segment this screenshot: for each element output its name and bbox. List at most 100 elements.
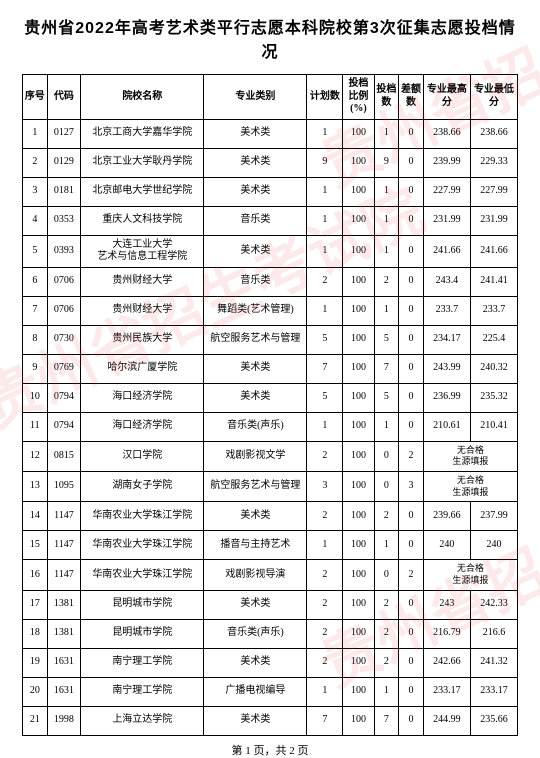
cell-plan: 1 [307, 531, 343, 560]
cell-school: 贵州财经大学 [81, 296, 204, 325]
cell-code: 0730 [47, 325, 81, 354]
table-row: 120815汉口学院戏剧影视文学210002无合格 生源填报 [23, 441, 518, 471]
cell-major: 美术类 [204, 706, 307, 735]
cell-seq: 4 [23, 206, 48, 235]
cell-high: 236.99 [423, 383, 470, 412]
cell-school: 南宁理工学院 [81, 677, 204, 706]
cell-cast: 9 [374, 148, 399, 177]
cell-plan: 5 [307, 383, 343, 412]
cell-code: 1095 [47, 471, 81, 501]
cell-cast: 1 [374, 677, 399, 706]
cell-cast: 7 [374, 354, 399, 383]
cell-plan: 2 [307, 648, 343, 677]
cell-school: 昆明城市学院 [81, 590, 204, 619]
cell-code: 1381 [47, 619, 81, 648]
cell-high: 227.99 [423, 177, 470, 206]
cell-cast: 2 [374, 267, 399, 296]
col-code-header: 代码 [47, 75, 81, 120]
cell-high: 233.17 [423, 677, 470, 706]
cell-ratio: 100 [343, 267, 374, 296]
table-row: 211998上海立达学院美术类710070244.99235.66 [23, 706, 518, 735]
cell-cast: 5 [374, 325, 399, 354]
cell-cast: 2 [374, 502, 399, 531]
cell-low: 238.66 [470, 119, 517, 148]
cell-plan: 1 [307, 296, 343, 325]
col-school-header: 院校名称 [81, 75, 204, 120]
cell-ratio: 100 [343, 354, 374, 383]
cell-major: 航空服务艺术与管理 [204, 471, 307, 501]
cell-major: 音乐类(声乐) [204, 412, 307, 441]
cell-cast: 1 [374, 119, 399, 148]
cell-major: 音乐类 [204, 267, 307, 296]
cell-school: 昆明城市学院 [81, 619, 204, 648]
cell-plan: 5 [307, 325, 343, 354]
cell-cast: 0 [374, 560, 399, 590]
cell-ratio: 100 [343, 296, 374, 325]
table-row: 50393大连工业大学 艺术与信息工程学院美术类110010241.66241.… [23, 235, 518, 267]
cell-cast: 1 [374, 235, 399, 267]
cell-plan: 2 [307, 560, 343, 590]
cell-code: 0393 [47, 235, 81, 267]
cell-plan: 3 [307, 471, 343, 501]
cell-seq: 21 [23, 706, 48, 735]
cell-diff: 0 [399, 267, 424, 296]
table-row: 70706贵州财经大学舞蹈类(艺术管理)110010233.7233.7 [23, 296, 518, 325]
cell-plan: 2 [307, 590, 343, 619]
cell-major: 舞蹈类(艺术管理) [204, 296, 307, 325]
cell-diff: 0 [399, 119, 424, 148]
cell-high: 240 [423, 531, 470, 560]
cell-seq: 5 [23, 235, 48, 267]
cell-school: 汉口学院 [81, 441, 204, 471]
cell-no-qualified: 无合格 生源填报 [423, 560, 517, 590]
cell-plan: 1 [307, 235, 343, 267]
table-row: 60706贵州财经大学音乐类210020243.4241.41 [23, 267, 518, 296]
cell-diff: 0 [399, 383, 424, 412]
cell-high: 238.66 [423, 119, 470, 148]
table-row: 171381昆明城市学院美术类210020243242.33 [23, 590, 518, 619]
cell-school: 海口经济学院 [81, 412, 204, 441]
cell-plan: 1 [307, 177, 343, 206]
cell-plan: 2 [307, 502, 343, 531]
cell-code: 1631 [47, 677, 81, 706]
cell-ratio: 100 [343, 531, 374, 560]
cell-ratio: 100 [343, 619, 374, 648]
cell-seq: 16 [23, 560, 48, 590]
page-footer: 第 1 页，共 2 页 [22, 736, 518, 758]
cell-major: 美术类 [204, 177, 307, 206]
cell-low: 235.66 [470, 706, 517, 735]
table-row: 10127北京工商大学嘉华学院美术类110010238.66238.66 [23, 119, 518, 148]
cell-major: 音乐类 [204, 206, 307, 235]
cell-major: 美术类 [204, 148, 307, 177]
cell-school: 华南农业大学珠江学院 [81, 502, 204, 531]
cell-seq: 19 [23, 648, 48, 677]
cell-ratio: 100 [343, 412, 374, 441]
cell-code: 1381 [47, 590, 81, 619]
cell-code: 0353 [47, 206, 81, 235]
cell-code: 0129 [47, 148, 81, 177]
cell-low: 240.32 [470, 354, 517, 383]
cell-seq: 17 [23, 590, 48, 619]
cell-high: 231.99 [423, 206, 470, 235]
cell-seq: 6 [23, 267, 48, 296]
cell-diff: 0 [399, 235, 424, 267]
cell-low: 210.41 [470, 412, 517, 441]
cell-plan: 2 [307, 441, 343, 471]
cell-diff: 2 [399, 560, 424, 590]
cell-seq: 3 [23, 177, 48, 206]
data-table: 序号 代码 院校名称 专业类别 计划数 投档比例(%) 投档数 差额数 专业最高… [22, 74, 518, 736]
cell-plan: 9 [307, 148, 343, 177]
cell-seq: 20 [23, 677, 48, 706]
cell-plan: 1 [307, 119, 343, 148]
cell-cast: 5 [374, 383, 399, 412]
cell-diff: 0 [399, 590, 424, 619]
page-title: 贵州省2022年高考艺术类平行志愿本科院校第3次征集志愿投档情况 [22, 14, 518, 62]
cell-ratio: 100 [343, 325, 374, 354]
cell-major: 美术类 [204, 383, 307, 412]
cell-school: 南宁理工学院 [81, 648, 204, 677]
cell-low: 242.33 [470, 590, 517, 619]
cell-diff: 0 [399, 648, 424, 677]
cell-diff: 0 [399, 677, 424, 706]
cell-ratio: 100 [343, 177, 374, 206]
cell-cast: 0 [374, 441, 399, 471]
cell-major: 戏剧影视导演 [204, 560, 307, 590]
